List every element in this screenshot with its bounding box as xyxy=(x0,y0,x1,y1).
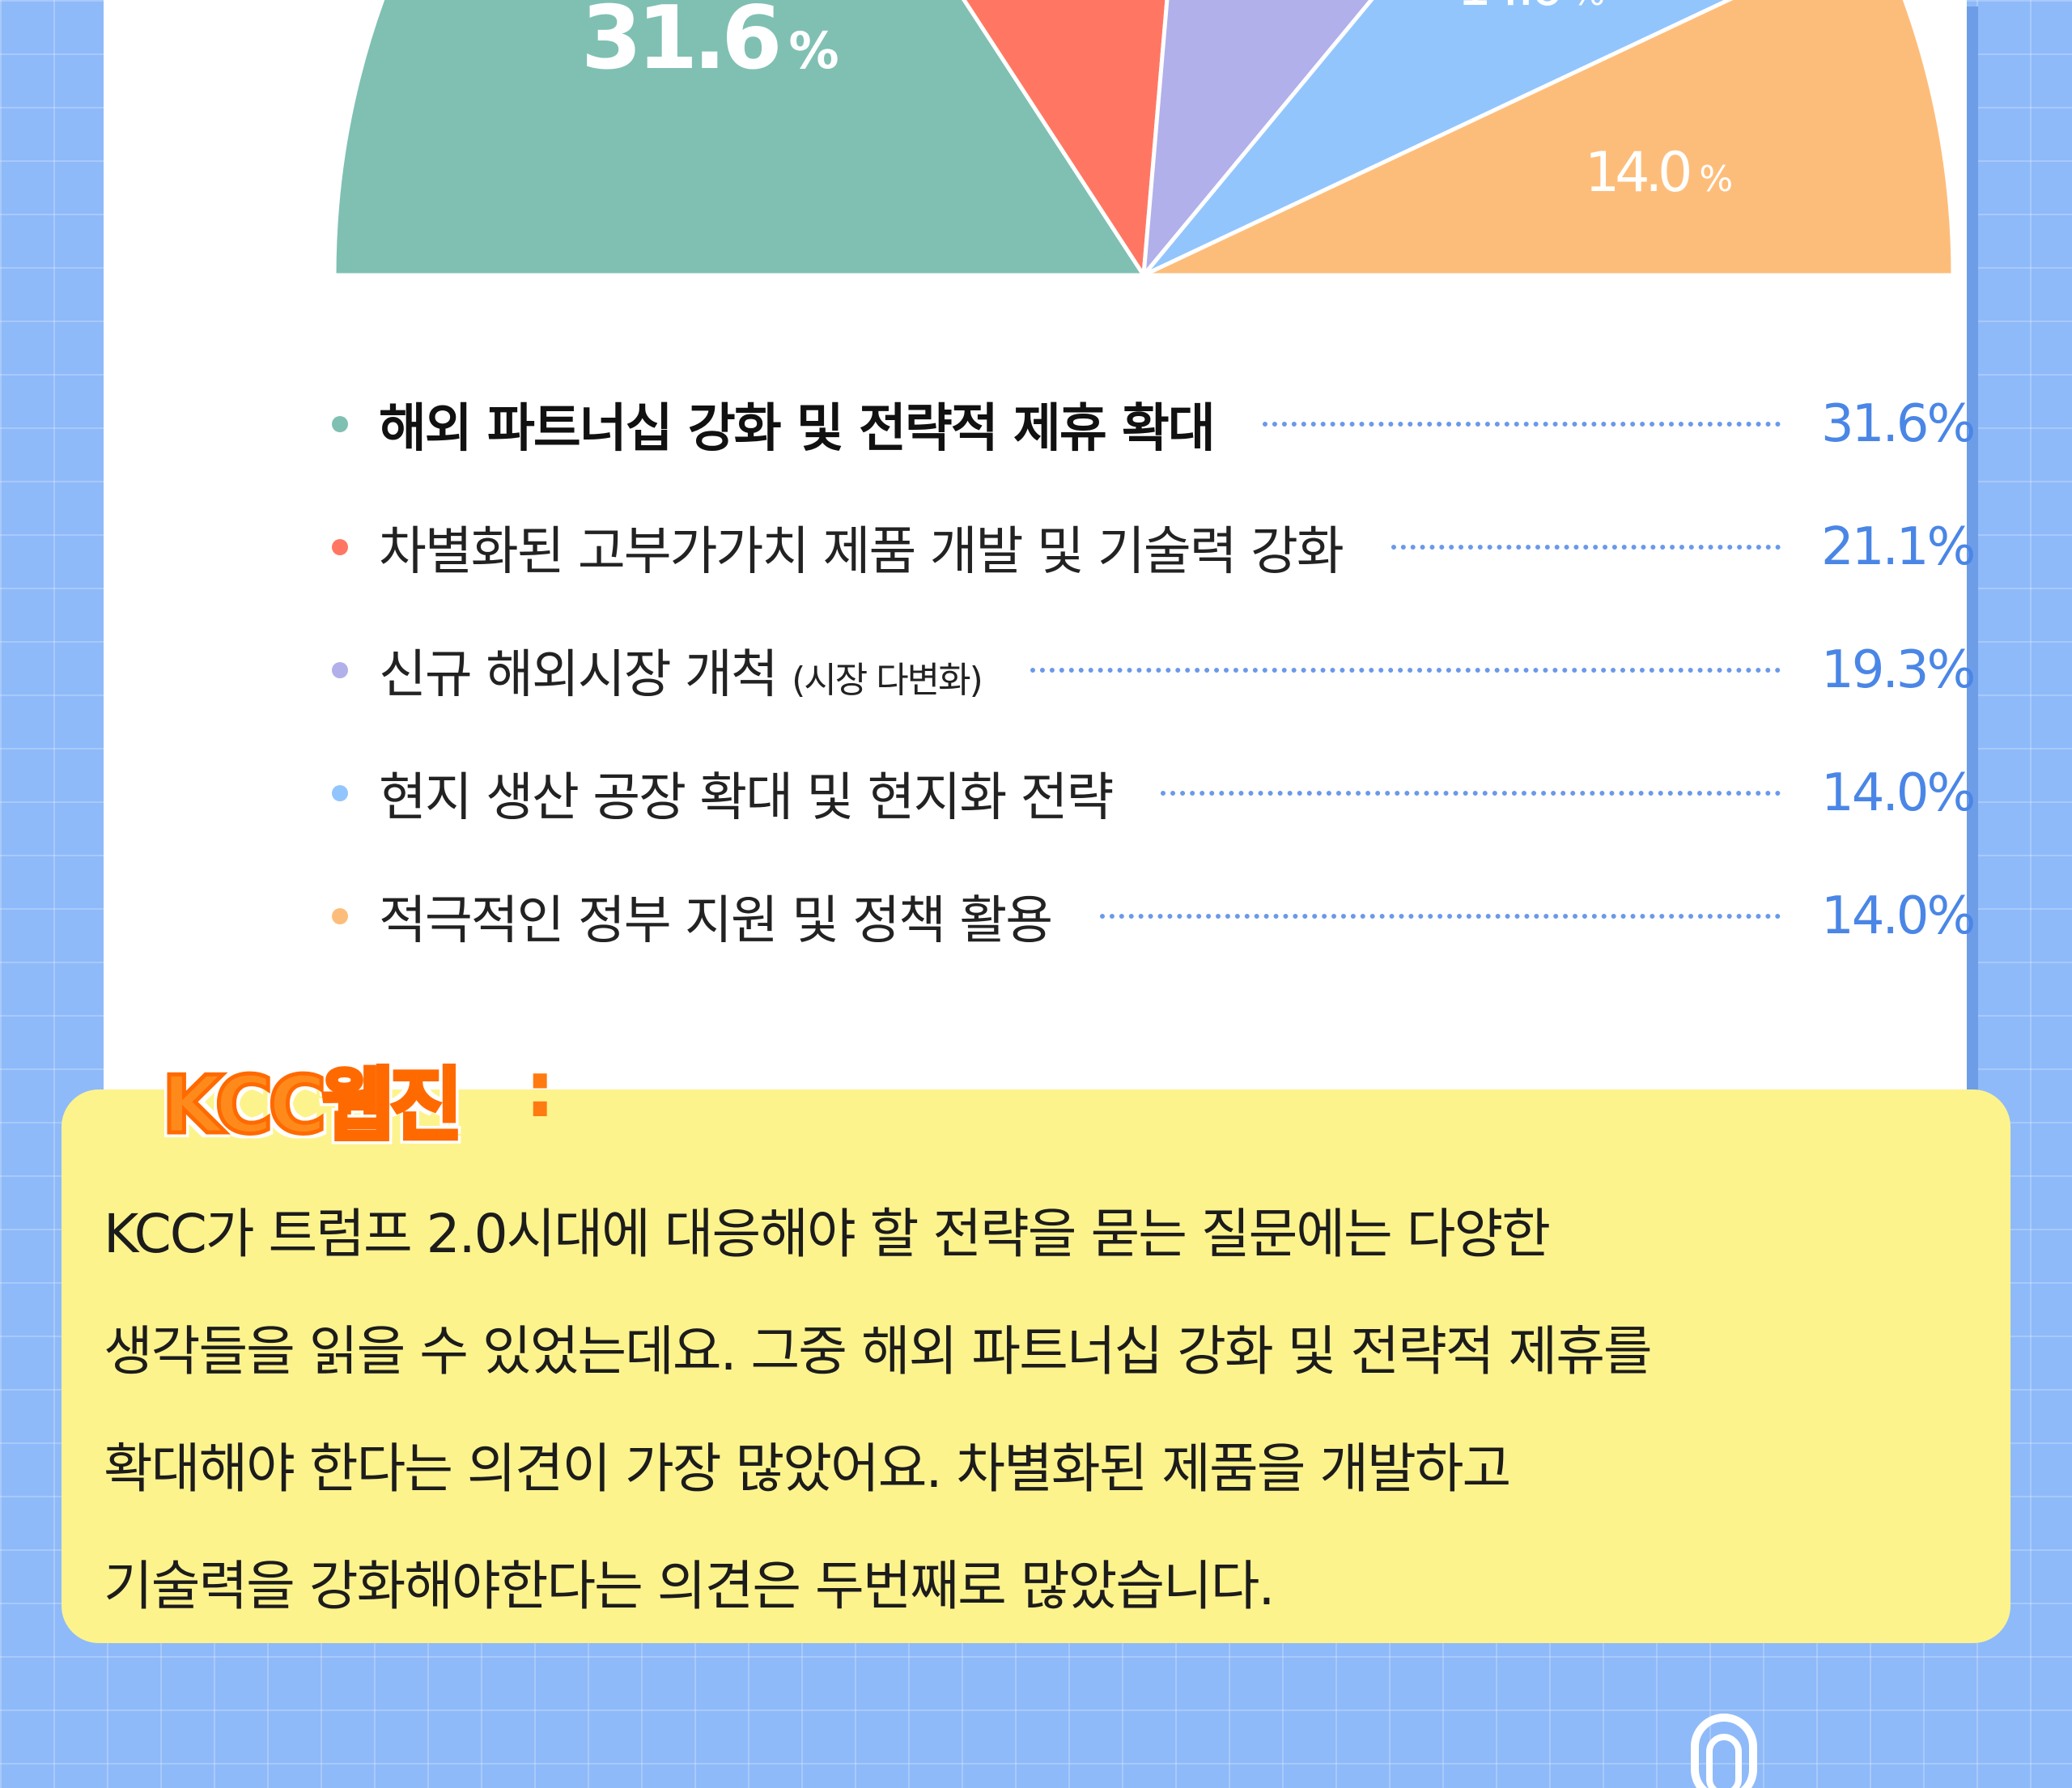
binder-clip-icon xyxy=(1691,1714,1757,1788)
legend-dot xyxy=(332,785,348,801)
note-box xyxy=(62,1089,2010,1643)
legend-value: 19.3% xyxy=(1821,640,1976,700)
legend-row: 신규 해외시장 개척 (시장 다변화) 19.3% xyxy=(332,622,1976,719)
note-colon: : xyxy=(524,1044,556,1135)
legend-row: 현지 생산 공장 확대 및 현지화 전략 14.0% xyxy=(332,745,1976,842)
note-line: KCC가 트럼프 2.0시대에 대응해야 할 전략을 묻는 질문에는 다양한 xyxy=(104,1203,1551,1265)
legend-leader-dots xyxy=(1391,545,1781,550)
legend-row: 해외 파트너십 강화 및 전략적 제휴 확대 31.6% xyxy=(332,376,1976,473)
pie-slice xyxy=(1142,0,1734,278)
legend-label: 적극적인 정부 지원 및 정책 활용 xyxy=(379,891,1053,951)
legend-label: 차별화된 고부가가치 제품 개발 및 기술력 강화 xyxy=(379,522,1344,582)
note-line: 생각들을 읽을 수 있었는데요. 그중 해외 파트너십 강화 및 전략적 제휴를 xyxy=(104,1320,1653,1382)
legend-row: 적극적인 정부 지원 및 정책 활용 14.0% xyxy=(332,868,1976,965)
legend-dot xyxy=(332,662,348,678)
pie-value-label: 31.6% xyxy=(581,0,838,89)
legend-label: 현지 생산 공장 확대 및 현지화 전략 xyxy=(379,768,1114,828)
pie-chart: 31.6%14.0%14.0% xyxy=(332,0,1955,282)
legend-row: 차별화된 고부가가치 제품 개발 및 기술력 강화 21.1% xyxy=(332,499,1976,596)
legend-dot xyxy=(332,539,348,555)
legend-label: 해외 파트너십 강화 및 전략적 제휴 확대 xyxy=(379,399,1216,459)
legend-value: 14.0% xyxy=(1821,763,1976,823)
legend-value: 21.1% xyxy=(1821,517,1976,577)
legend-dot xyxy=(332,416,348,432)
legend-dot xyxy=(332,908,348,924)
note-brand-logo: KCC웹진 xyxy=(160,1058,465,1154)
legend-leader-dots xyxy=(1161,791,1781,796)
legend-value: 14.0% xyxy=(1821,886,1976,946)
pie-slice xyxy=(332,0,1148,278)
legend-leader-dots xyxy=(1100,914,1781,919)
note-line: 확대해야 한다는 의견이 가장 많았어요. 차별화된 제품을 개발하고 xyxy=(104,1438,1511,1500)
legend-label: 신규 해외시장 개척 (시장 다변화) xyxy=(379,633,983,707)
note-line: 기술력을 강화해야한다는 의견은 두번째로 많았습니다. xyxy=(104,1555,1275,1617)
survey-card: 31.6%14.0%14.0% 해외 파트너십 강화 및 전략적 제휴 확대 3… xyxy=(104,0,1976,1214)
legend-label-sub: (시장 다변화) xyxy=(792,660,983,701)
legend-value: 31.6% xyxy=(1821,394,1976,454)
pie-slice xyxy=(1142,0,1955,278)
legend-leader-dots xyxy=(1030,668,1781,673)
legend-leader-dots xyxy=(1262,422,1781,427)
pie-slice xyxy=(962,0,1170,282)
legend-label-main: 신규 해외시장 개척 xyxy=(379,645,792,705)
note-text: KCC가 트럼프 2.0시대에 대응해야 할 전략을 묻는 질문에는 다양한 생… xyxy=(104,1175,1965,1645)
